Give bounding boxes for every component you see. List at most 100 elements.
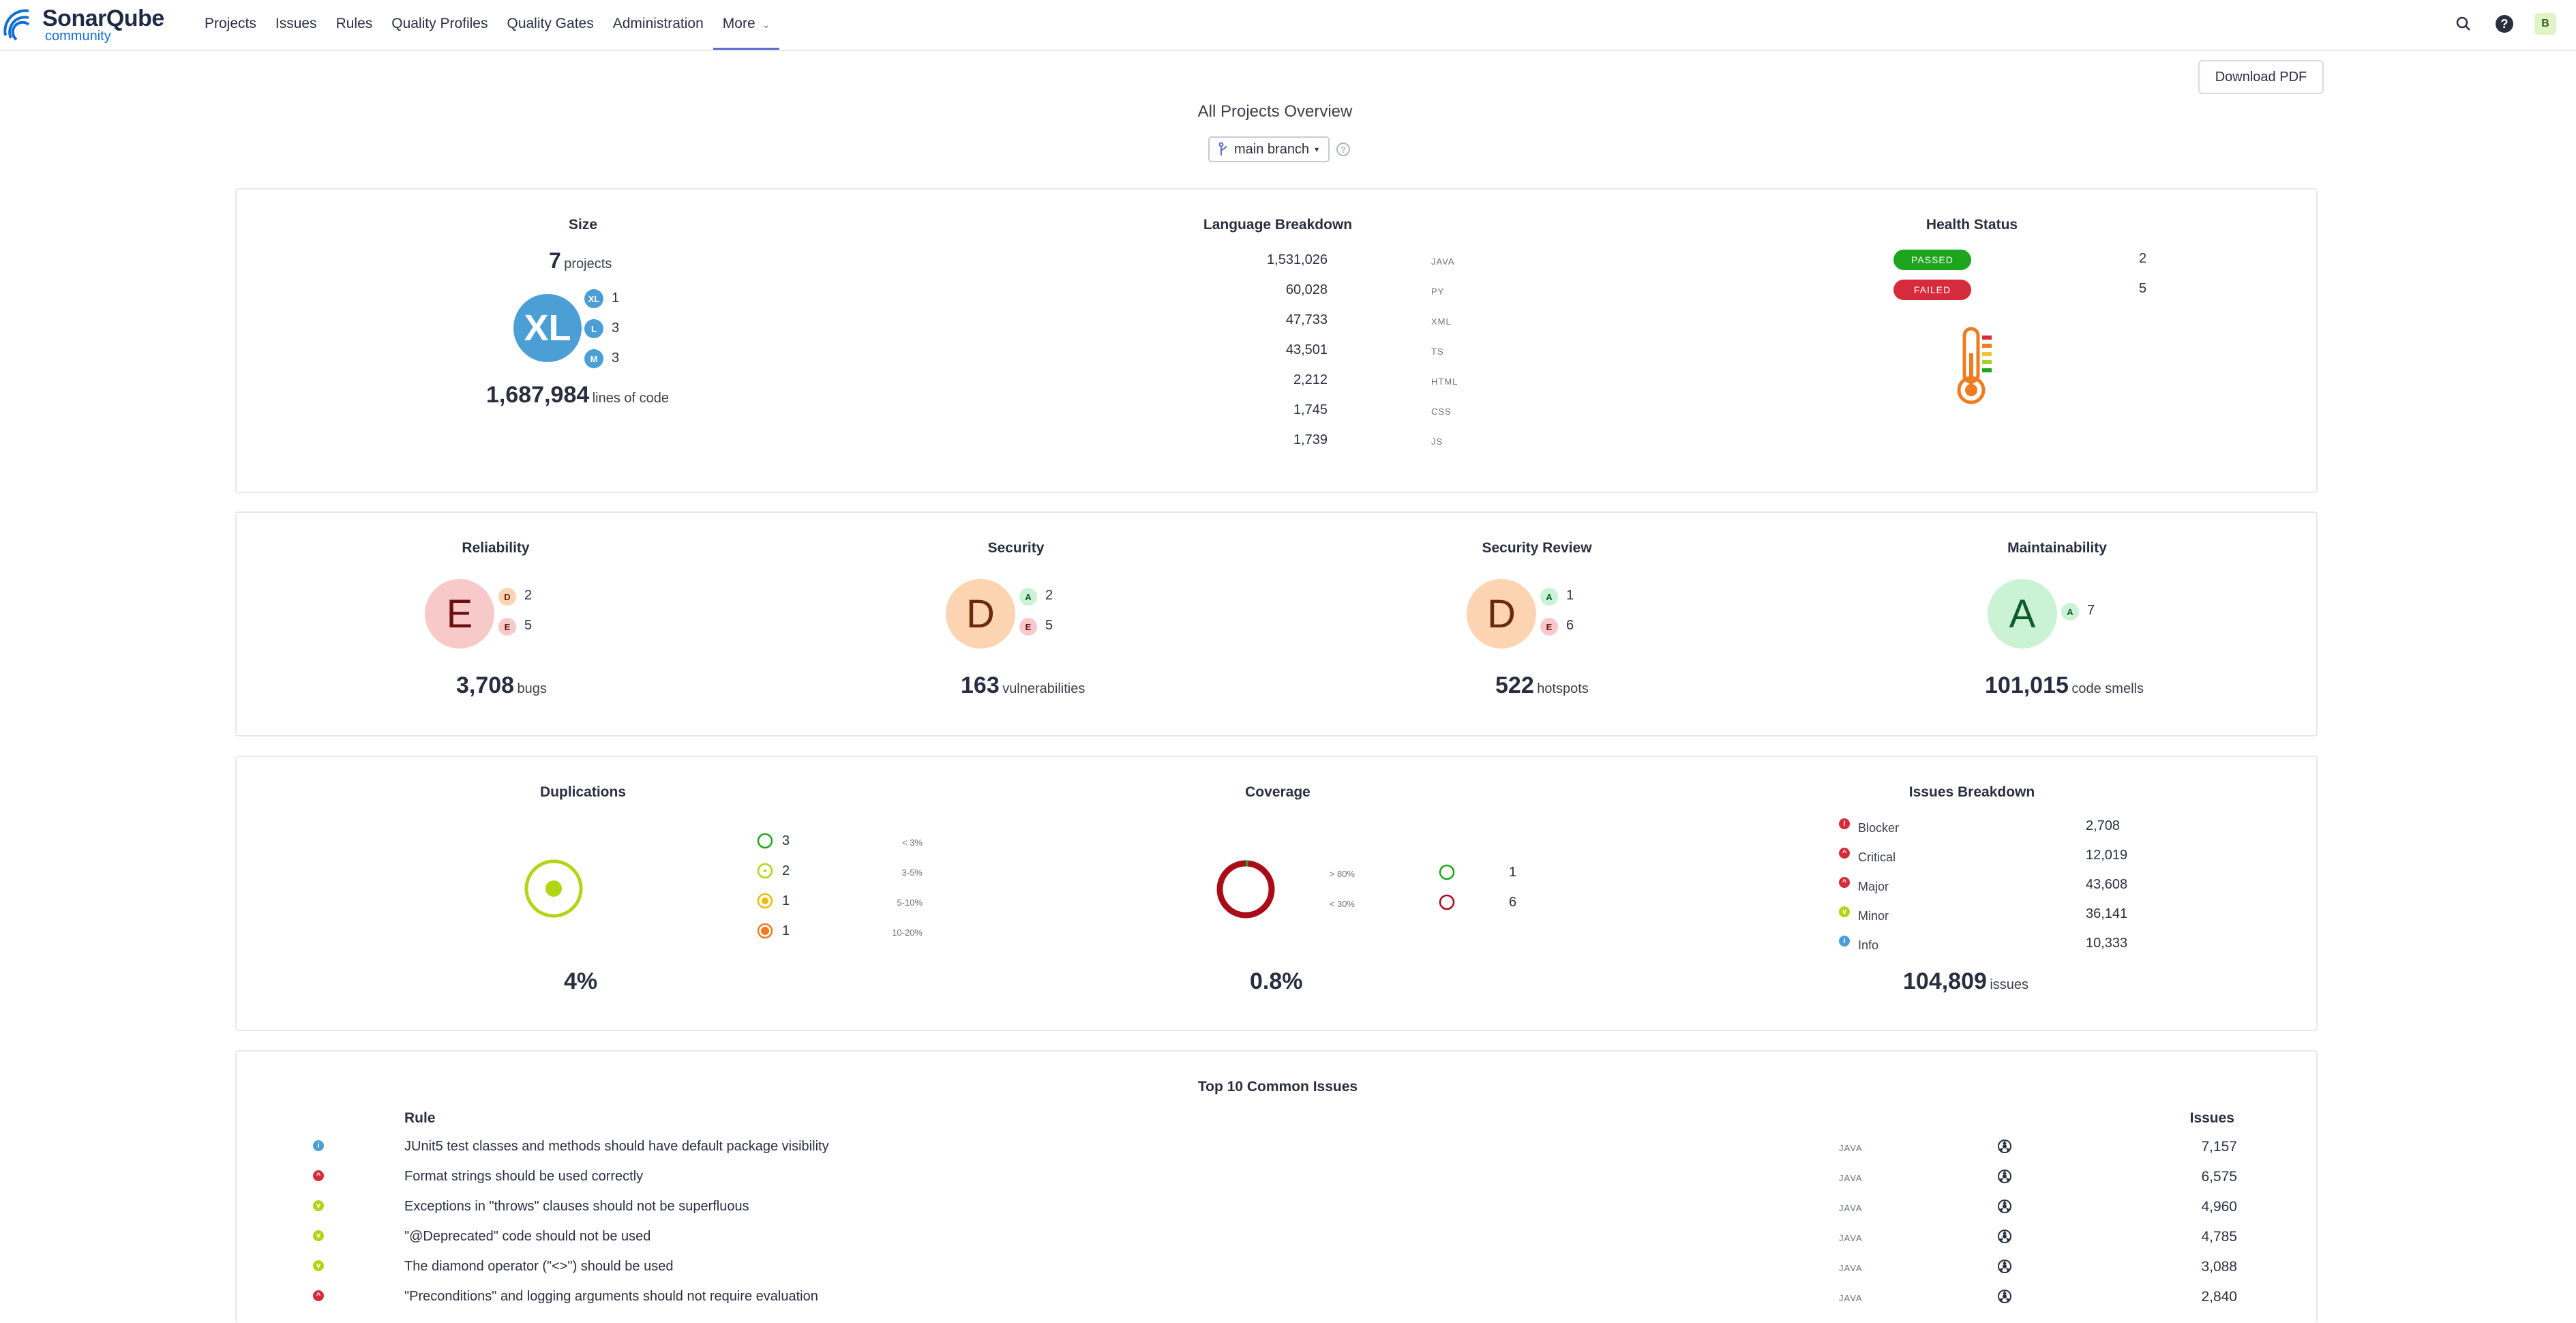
language-loc-value: 47,733 [1285,312,1328,327]
reliability-breakdown-count-1: 2 [524,588,533,603]
security-review-title: Security Review [1482,540,1592,556]
issue-severity-count: 2,708 [2086,818,2121,833]
rule-issue-count[interactable]: 7,157 [2201,1139,2237,1155]
branch-selector[interactable]: main branch ▾ [1208,136,1330,162]
size-rating-badge: XL [513,294,582,362]
duplications-percent: 4% [564,968,598,994]
rule-type-icon [1997,1229,2012,1247]
hotspots-line: 522 hotspots [1495,672,1589,699]
page-title: All Projects Overview [1197,102,1353,121]
rule-issue-count[interactable]: 3,088 [2201,1259,2237,1275]
project-count-line: 7 projects [549,248,612,273]
health-status-title: Health Status [1926,217,2018,233]
hotspots-unit: hotspots [1537,681,1589,696]
reliability-breakdown-rating-2: E [498,618,516,636]
vulnerabilities-unit: vulnerabilities [1002,681,1085,696]
rule-name[interactable]: The diamond operator ("<>") should be us… [404,1259,674,1274]
brand-name: SonarQube [42,5,164,31]
info-severity-icon: i [1839,936,1850,947]
rule-language: JAVA [1839,1203,1863,1213]
dup-bucket-label-3: 5-10% [897,897,923,908]
search-button[interactable] [2452,12,2475,35]
sonarqube-logo[interactable]: SonarQube community [0,4,164,44]
issues-column-header: Issues [2189,1110,2234,1126]
failed-badge: FAILED [1893,280,1971,300]
rule-name[interactable]: JUnit5 test classes and methods should h… [404,1139,829,1154]
coverage-percent: 0.8% [1250,968,1303,994]
security-review-breakdown-rating-1: A [1540,588,1558,606]
rule-name[interactable]: "Preconditions" and logging arguments sh… [404,1289,818,1304]
size-badge-m: M [584,349,603,368]
table-row[interactable]: i JUnit5 test classes and methods should … [237,1139,2319,1169]
user-menu-button[interactable]: B [2534,12,2557,35]
cov-bucket-icon-1 [1439,864,1455,880]
critical-severity-icon: ^ [313,1290,324,1301]
help-button[interactable]: ? [2493,12,2516,35]
coverage-donut-covered [1216,860,1275,919]
rule-issue-count[interactable]: 4,960 [2201,1199,2237,1215]
rule-language: JAVA [1839,1293,1863,1303]
dup-bucket-label-4: 10-20% [892,927,923,938]
dup-bucket-icon-4 [757,923,773,939]
nav-rules[interactable]: Rules [335,16,373,31]
language-loc-value: 1,745 [1293,402,1328,417]
nav-issues[interactable]: Issues [275,16,317,31]
hotspots-value: 522 [1495,672,1534,698]
language-name: JAVA [1431,256,1455,267]
download-pdf-button[interactable]: Download PDF [2198,60,2324,94]
rule-name[interactable]: Exceptions in "throws" clauses should no… [404,1199,749,1214]
size-count-m: 3 [612,351,620,366]
cov-bucket-label-2: < 30% [1329,899,1355,909]
branch-icon [1218,142,1227,155]
dup-bucket-label-1: < 3% [902,837,923,848]
dup-bucket-count-3: 1 [782,893,790,908]
loc-line: 1,687,984 lines of code [486,382,669,408]
maintainability-breakdown-rating-1: A [2061,603,2079,621]
nav-quality-gates[interactable]: Quality Gates [507,16,594,31]
table-row[interactable]: ^ Format strings should be used correctly… [237,1169,2319,1199]
size-badge-l: L [584,319,603,338]
rule-name[interactable]: Format strings should be used correctly [404,1169,644,1184]
rule-column-header: Rule [404,1110,436,1126]
rule-issue-count[interactable]: 4,785 [2201,1229,2237,1245]
table-row[interactable]: v "@Deprecated" code should not be used JA… [237,1229,2319,1259]
rule-language: JAVA [1839,1173,1863,1183]
issue-severity-label: Info [1858,938,1879,952]
project-count: 7 [549,248,561,273]
quality-panel: Duplications < 3% 3 3-5% 2 5-10% 1 10-20… [235,756,2318,1031]
rule-type-icon [1997,1259,2012,1277]
sonar-waves-icon [3,9,30,41]
security-review-breakdown-rating-2: E [1540,618,1558,636]
help-icon: ? [2496,15,2513,33]
issue-severity-count: 12,019 [2086,848,2128,863]
issues-total-line: 104,809 issues [1903,968,2028,995]
security-breakdown-count-2: 5 [1045,618,1053,633]
nav-projects[interactable]: Projects [205,16,256,31]
dup-bucket-label-2: 3-5% [901,867,923,878]
nav-more[interactable]: More ⌄ [713,0,780,50]
help-tooltip-icon[interactable]: ? [1336,143,1351,156]
nav-right-tools: ? B [2452,12,2557,35]
language-name: CSS [1431,406,1452,417]
blocker-severity-icon: ! [1839,818,1850,829]
issue-severity-label: Major [1858,880,1889,893]
nav-administration[interactable]: Administration [612,16,704,31]
nav-quality-profiles[interactable]: Quality Profiles [391,16,488,31]
coverage-title: Coverage [1245,784,1311,800]
language-loc-value: 1,739 [1293,432,1328,447]
cov-bucket-icon-2 [1439,894,1455,910]
rule-issue-count[interactable]: 2,840 [2201,1289,2237,1305]
issue-severity-count: 36,141 [2086,906,2128,921]
table-row[interactable]: v The diamond operator ("<>") should be u… [237,1259,2319,1289]
rule-name[interactable]: "@Deprecated" code should not be used [404,1229,651,1244]
issue-severity-label: Blocker [1858,821,1900,835]
rule-issue-count[interactable]: 6,575 [2201,1169,2237,1185]
reliability-title: Reliability [462,540,530,556]
rule-type-icon [1997,1289,2012,1307]
table-row[interactable]: ^ "Preconditions" and logging arguments s… [237,1289,2319,1319]
issue-severity-count: 10,333 [2086,936,2128,951]
table-row[interactable]: v Exceptions in "throws" clauses should n… [237,1199,2319,1229]
dup-bucket-count-2: 2 [782,863,790,878]
branch-selector-wrap: main branch ▾ ? [1208,136,1351,162]
issues-total: 104,809 [1903,968,1987,994]
